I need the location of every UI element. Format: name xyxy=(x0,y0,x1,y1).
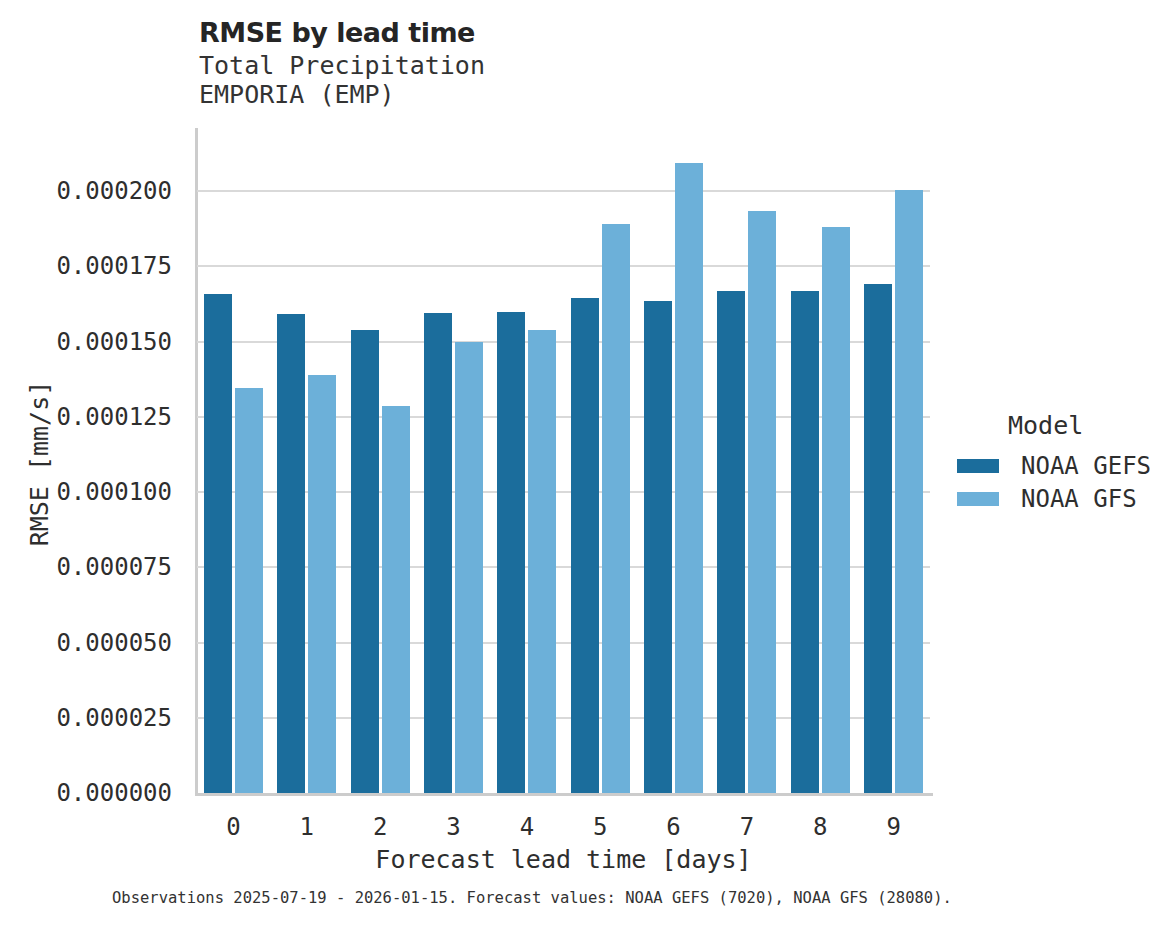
gridline xyxy=(197,341,930,343)
gridline xyxy=(197,566,930,568)
x-tick-label: 7 xyxy=(710,812,784,842)
gridline xyxy=(197,717,930,719)
x-axis-title: Forecast lead time [days] xyxy=(197,845,930,874)
y-tick-label: 0.000025 xyxy=(36,703,172,733)
x-tick-label: 4 xyxy=(490,812,564,842)
y-axis-line xyxy=(195,128,198,796)
legend-item-noaa-gefs[interactable]: NOAA GEFS xyxy=(957,449,1172,482)
y-tick-label: 0.000050 xyxy=(36,628,172,658)
y-tick-label: 0.000000 xyxy=(36,778,172,808)
bar-noaa-gfs-lead-4[interactable] xyxy=(528,330,556,793)
bar-noaa-gefs-lead-8[interactable] xyxy=(791,291,819,793)
gridline xyxy=(197,416,930,418)
x-tick-label: 9 xyxy=(857,812,931,842)
gridline xyxy=(197,190,930,192)
gridline xyxy=(197,491,930,493)
x-tick-label: 5 xyxy=(563,812,637,842)
bar-noaa-gfs-lead-7[interactable] xyxy=(748,211,776,793)
y-tick-label: 0.000125 xyxy=(36,402,172,432)
x-tick-label: 1 xyxy=(270,812,344,842)
bar-noaa-gfs-lead-3[interactable] xyxy=(455,342,483,793)
bar-noaa-gefs-lead-1[interactable] xyxy=(277,314,305,793)
bar-noaa-gfs-lead-9[interactable] xyxy=(895,190,923,793)
x-tick-label: 6 xyxy=(637,812,711,842)
bar-noaa-gfs-lead-6[interactable] xyxy=(675,163,703,793)
x-tick-label: 3 xyxy=(417,812,491,842)
y-tick-label: 0.000175 xyxy=(36,251,172,281)
x-tick-label: 0 xyxy=(197,812,271,842)
bar-noaa-gefs-lead-7[interactable] xyxy=(717,291,745,793)
bar-noaa-gefs-lead-5[interactable] xyxy=(571,298,599,793)
y-tick-label: 0.000200 xyxy=(36,176,172,206)
chart-subtitle-station: EMPORIA (EMP) xyxy=(199,80,395,109)
y-tick-label: 0.000100 xyxy=(36,477,172,507)
legend-item-label: NOAA GEFS xyxy=(1021,452,1151,480)
gefs-swatch-icon xyxy=(957,459,999,473)
bar-noaa-gefs-lead-0[interactable] xyxy=(204,294,232,793)
y-tick-label: 0.000150 xyxy=(36,327,172,357)
legend: Model NOAA GEFS NOAA GFS xyxy=(957,411,1172,515)
legend-item-noaa-gfs[interactable]: NOAA GFS xyxy=(957,482,1172,515)
chart-figure: RMSE by lead time Total Precipitation EM… xyxy=(0,0,1172,928)
chart-subtitle-variable: Total Precipitation xyxy=(199,51,485,80)
legend-title: Model xyxy=(1008,411,1172,440)
chart-title: RMSE by lead time xyxy=(199,17,475,48)
legend-item-label: NOAA GFS xyxy=(1021,485,1137,513)
bar-noaa-gfs-lead-8[interactable] xyxy=(822,227,850,793)
x-tick-label: 2 xyxy=(343,812,417,842)
x-axis-line xyxy=(195,793,933,796)
bar-noaa-gfs-lead-2[interactable] xyxy=(382,406,410,793)
bar-noaa-gfs-lead-5[interactable] xyxy=(602,224,630,793)
bar-noaa-gefs-lead-3[interactable] xyxy=(424,313,452,793)
gridline xyxy=(197,265,930,267)
y-tick-label: 0.000075 xyxy=(36,552,172,582)
x-tick-label: 8 xyxy=(783,812,857,842)
bar-noaa-gfs-lead-0[interactable] xyxy=(235,388,263,793)
bar-noaa-gefs-lead-6[interactable] xyxy=(644,301,672,793)
bar-noaa-gfs-lead-1[interactable] xyxy=(308,375,336,793)
bar-noaa-gefs-lead-2[interactable] xyxy=(351,330,379,793)
gridline xyxy=(197,642,930,644)
bar-noaa-gefs-lead-9[interactable] xyxy=(864,284,892,793)
bar-noaa-gefs-lead-4[interactable] xyxy=(497,312,525,793)
footer-note: Observations 2025-07-19 - 2026-01-15. Fo… xyxy=(112,889,952,907)
gfs-swatch-icon xyxy=(957,492,999,506)
